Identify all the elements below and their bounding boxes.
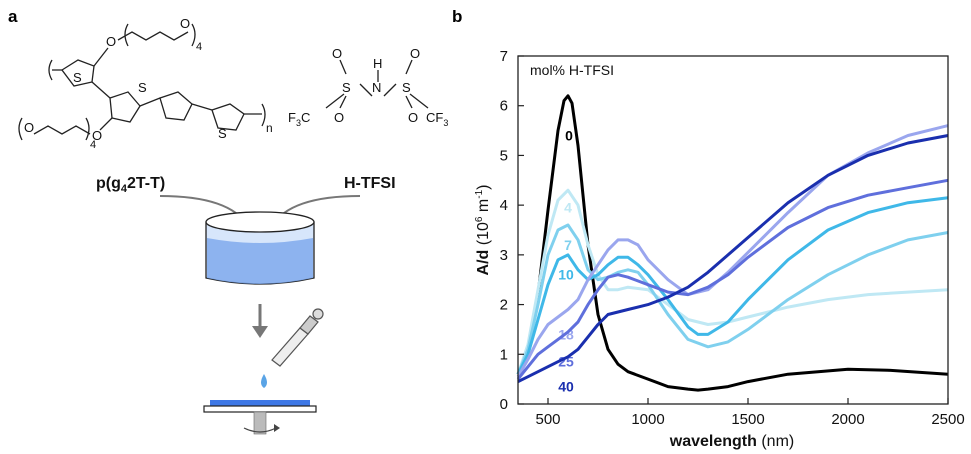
y-tick-label-3: 3 <box>500 247 508 264</box>
series-line-10 <box>516 196 949 375</box>
x-tick-label-1000: 1000 <box>631 411 664 428</box>
y-tick-label-5: 5 <box>500 147 508 164</box>
polymer-structure <box>18 23 266 141</box>
series-line-0 <box>516 94 949 392</box>
panel-a-letter: a <box>8 7 18 26</box>
legend-title: mol% H-TFSI <box>530 62 614 78</box>
y-axis-label: A/d (106 m-1) <box>474 185 492 276</box>
polymer-atom-o-top: O <box>106 34 116 49</box>
y-tick-label-6: 6 <box>500 98 508 115</box>
series-label-10: 10 <box>558 267 574 283</box>
polymer-atom-o-bottom2: O <box>24 120 34 135</box>
dopant-atom-o-1: O <box>332 46 342 61</box>
polymer-atom-labels: O O S S S O O 4 4 n <box>24 16 273 151</box>
series-label-0: 0 <box>565 128 573 144</box>
series-line-4 <box>516 188 949 375</box>
pipette-icon <box>271 308 324 367</box>
dopant-cf3: CF3 <box>426 110 448 128</box>
dopant-atom-h: H <box>373 56 382 71</box>
x-axis-label: wavelength (nm) <box>669 433 794 450</box>
dopant-atom-s-right: S <box>402 80 411 95</box>
dopant-atom-labels: H N S S O O O O F3C CF3 <box>288 46 448 128</box>
polymer-atom-o-top2: O <box>180 16 190 31</box>
series-line-7 <box>516 223 949 375</box>
beaker <box>205 211 315 285</box>
series-line-18 <box>516 124 949 378</box>
polymer-atom-s-3: S <box>218 126 227 141</box>
plot-frame <box>517 55 949 405</box>
panel-a-scheme: a O O S S S O O 4 <box>8 7 448 435</box>
dopant-atom-s-left: S <box>342 80 351 95</box>
polymer-atom-o-bottom: O <box>92 128 102 143</box>
polymer-name: p(g42T-T) <box>96 175 165 195</box>
panel-b-letter: b <box>452 7 462 26</box>
dopant-atom-n: N <box>372 80 381 95</box>
polymer-repeat-n: n <box>266 121 273 135</box>
x-tick-label-2500: 2500 <box>931 411 964 428</box>
dopant-name: H-TFSI <box>344 175 396 192</box>
y-tick-label-7: 7 <box>500 48 508 65</box>
dopant-atom-o-2: O <box>410 46 420 61</box>
polymer-repeat-4-top: 4 <box>196 41 202 53</box>
y-tick-label-0: 0 <box>500 396 508 413</box>
series-label-7: 7 <box>564 237 572 253</box>
dopant-atom-o-4: O <box>408 110 418 125</box>
polymer-repeat-4-bottom: 4 <box>90 139 96 151</box>
series-line-25 <box>516 178 949 381</box>
series-label-25: 25 <box>558 354 574 370</box>
polymer-atom-s-2: S <box>138 80 147 95</box>
series-label-40: 40 <box>558 379 574 395</box>
series-line-40 <box>517 134 949 383</box>
spin-coater-icon <box>203 400 317 435</box>
dopant-structure <box>325 59 429 109</box>
y-tick-label-2: 2 <box>500 297 508 314</box>
y-tick-label-1: 1 <box>500 346 508 363</box>
series-label-4: 4 <box>564 200 572 216</box>
polymer-atom-s-1: S <box>73 70 82 85</box>
droplet-icon <box>261 374 267 388</box>
x-tick-label-2000: 2000 <box>831 411 864 428</box>
dopant-f3c: F3C <box>288 110 310 128</box>
process-arrow-head <box>252 326 268 338</box>
y-tick-label-4: 4 <box>500 197 508 214</box>
dopant-atom-o-3: O <box>334 110 344 125</box>
x-tick-label-1500: 1500 <box>731 411 764 428</box>
x-tick-label-500: 500 <box>535 411 560 428</box>
